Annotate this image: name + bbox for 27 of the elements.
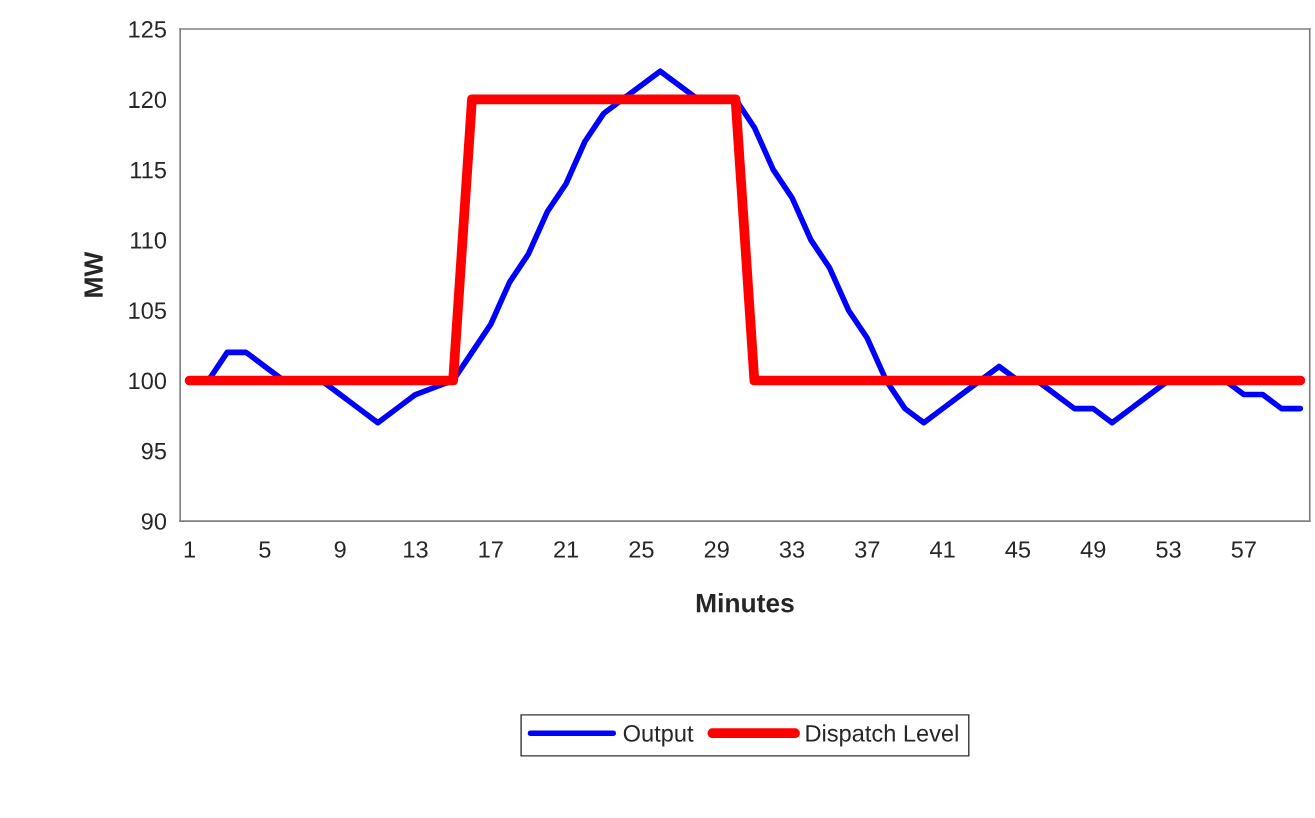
x-tick-label: 33 (779, 541, 805, 558)
y-tick-label: 90 (141, 513, 167, 530)
x-tick-label: 57 (1231, 541, 1256, 558)
y-tick-label: 120 (129, 91, 167, 109)
x-axis-title: Minutes (696, 593, 794, 613)
x-tick-label: 17 (479, 541, 503, 558)
y-tick-label: 95 (141, 442, 166, 460)
legend-label: Output (623, 724, 694, 747)
y-tick-label: 110 (131, 231, 167, 249)
x-tick-label: 5 (259, 541, 271, 558)
x-tick-label: 53 (1156, 541, 1181, 558)
legend-label: Dispatch Level (806, 724, 958, 747)
x-tick-label: 9 (334, 541, 346, 558)
x-tick-label: 41 (930, 541, 955, 558)
x-tick-label: 13 (404, 541, 428, 558)
y-tick-label: 100 (129, 372, 167, 390)
x-tick-label: 45 (1005, 541, 1031, 558)
y-axis-title: MW (84, 251, 103, 297)
x-tick-label: 49 (1080, 541, 1106, 558)
y-tick-label: 125 (129, 21, 166, 38)
x-tick-label: 1 (184, 541, 195, 558)
x-tick-label: 37 (855, 541, 880, 558)
x-tick-label: 21 (554, 541, 579, 558)
x-tick-label: 29 (704, 541, 729, 558)
y-tick-label: 115 (131, 161, 166, 179)
x-tick-label: 25 (629, 541, 654, 558)
y-tick-label: 105 (129, 302, 166, 319)
